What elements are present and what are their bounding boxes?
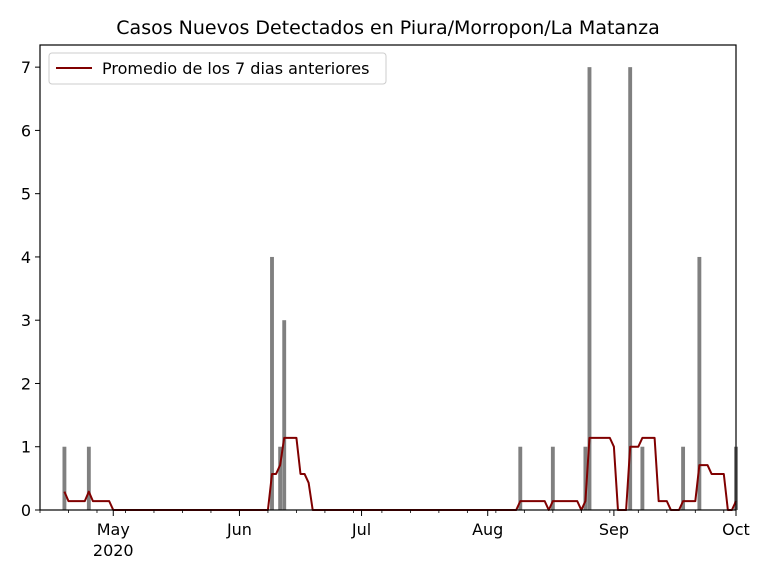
x-tick-label: Sep	[599, 520, 629, 539]
bar	[583, 446, 588, 510]
bar	[550, 446, 555, 510]
x-tick-label: Jun	[226, 520, 252, 539]
bar	[282, 320, 287, 510]
plot-frame	[39, 44, 737, 511]
bar	[86, 446, 91, 510]
x-tick-label: Oct	[722, 520, 750, 539]
bar	[62, 446, 67, 510]
x-tick-label: May	[97, 520, 130, 539]
y-tick-label: 6	[21, 121, 31, 140]
bar	[681, 446, 686, 510]
x-tick-label: Jul	[351, 520, 371, 539]
bar	[640, 446, 645, 510]
bar	[278, 446, 283, 510]
bar	[518, 446, 523, 510]
x-axis: May 2020 Jun Jul Aug Sep Oct	[39, 510, 750, 560]
legend: Promedio de los 7 dias anteriores	[48, 52, 387, 85]
y-tick-label: 1	[21, 438, 31, 457]
x-tick-sublabel: 2020	[93, 541, 134, 560]
y-tick-label: 3	[21, 311, 31, 330]
y-tick-label: 2	[21, 374, 31, 393]
chart-title: Casos Nuevos Detectados en Piura/Morropo…	[116, 17, 659, 39]
y-tick-label: 0	[21, 501, 31, 520]
bar	[697, 256, 702, 510]
series-line	[63, 436, 737, 511]
line-layer	[63, 436, 737, 511]
bars-layer	[62, 67, 738, 510]
legend-box	[48, 52, 387, 85]
y-tick-label: 7	[21, 58, 31, 77]
bar	[270, 256, 274, 510]
y-tick-label: 5	[21, 185, 31, 204]
bar	[587, 67, 592, 510]
y-axis: 0 1 2 3 4 5 6 7	[21, 58, 40, 520]
legend-label: Promedio de los 7 dias anteriores	[102, 59, 369, 78]
y-tick-label: 4	[21, 248, 31, 267]
x-tick-label: Aug	[472, 520, 503, 539]
bar	[628, 67, 633, 510]
